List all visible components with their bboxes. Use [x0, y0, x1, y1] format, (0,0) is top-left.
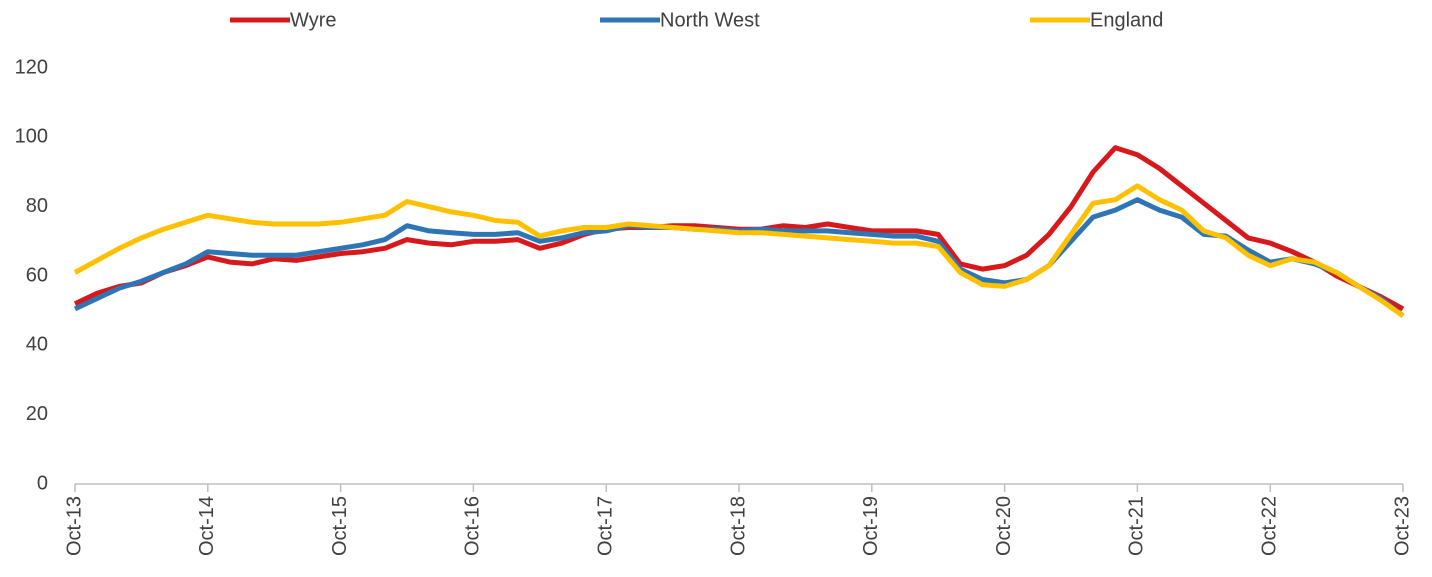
x-tick-label: Oct-20 [993, 496, 1015, 556]
series-line [73, 183, 1405, 318]
x-tick-label: Oct-18 [727, 496, 749, 556]
x-tick-label: Oct-21 [1126, 496, 1148, 556]
x-tick-label: Oct-14 [196, 496, 218, 556]
x-tick-label: Oct-19 [860, 496, 882, 556]
legend-label: North West [660, 9, 760, 31]
y-tick-label: 20 [26, 403, 48, 425]
y-tick-label: 80 [26, 195, 48, 217]
y-tick-label: 40 [26, 334, 48, 356]
x-tick-label: Oct-23 [1391, 496, 1413, 556]
y-tick-label: 120 [15, 56, 48, 78]
x-tick-label: Oct-22 [1258, 496, 1280, 556]
legend-label: Wyre [290, 9, 336, 31]
x-tick-label: Oct-16 [462, 496, 484, 556]
x-tick-label: Oct-13 [63, 496, 85, 556]
legend-label: England [1090, 9, 1163, 31]
x-tick-label: Oct-17 [594, 496, 616, 556]
y-tick-label: 0 [37, 472, 48, 494]
y-tick-label: 60 [26, 264, 48, 286]
y-tick-label: 100 [15, 126, 48, 148]
x-tick-label: Oct-15 [329, 496, 351, 556]
